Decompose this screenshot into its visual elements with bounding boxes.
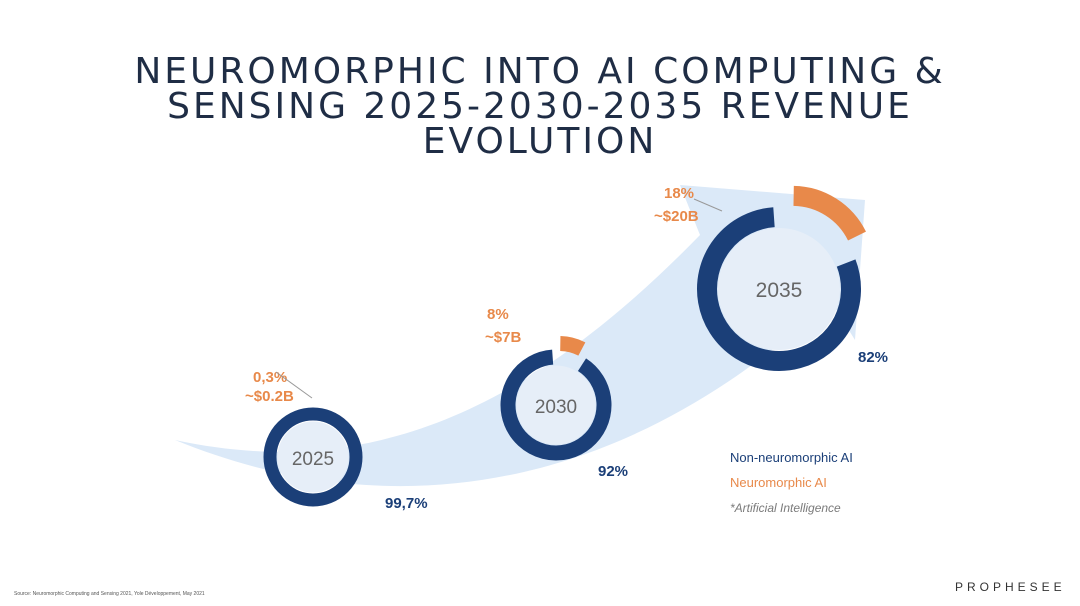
leader-line [693,198,723,212]
neuromorphic-percent-label: 18% [664,185,694,202]
non-neuromorphic-percent-label: 92% [598,463,628,480]
non-neuromorphic-percent-label: 99,7% [385,495,428,512]
donut-year-label: 2035 [756,279,803,302]
neuromorphic-revenue-label: ~$20B [654,208,699,225]
donut-center-fill [516,365,596,445]
neuromorphic-revenue-label: ~$7B [485,329,521,346]
legend-item-non-neuromorphic: Non-neuromorphic AI [730,450,853,465]
neuromorphic-revenue-label: ~$0.2B [245,388,294,405]
donut-year-label: 2025 [292,449,334,470]
neuromorphic-percent-label: 8% [487,306,509,323]
donut-center-fill [718,228,840,350]
donut-neuromorphic-segment [793,185,866,241]
donut-center-fill [277,421,349,493]
donut-neuromorphic-segment [559,335,586,356]
title-line: NEUROMORPHIC INTO AI COMPUTING & [134,51,946,93]
non-neuromorphic-percent-label: 82% [858,349,888,366]
legend-note: *Artificial Intelligence [730,501,841,515]
growth-arrow [175,185,865,487]
donut-non-neuromorphic-segment [500,349,612,461]
donut-non-neuromorphic-segment [263,407,363,507]
title-line: EVOLUTION [422,121,658,163]
leader-line [275,371,313,399]
legend: Non-neuromorphic AI Neuromorphic AI *Art… [730,448,853,523]
donut-year-label: 2030 [535,397,577,418]
donut-non-neuromorphic-segment [697,207,861,371]
source-note: Source: Neuromorphic Computing and Sensi… [14,591,205,597]
title-line: SENSING 2025-2030-2035 REVENUE [167,86,913,128]
brand-logo: PROPHESEE [955,580,1066,594]
neuromorphic-percent-label: 0,3% [253,369,287,386]
legend-item-neuromorphic: Neuromorphic AI [730,475,827,490]
page-title: NEUROMORPHIC INTO AI COMPUTING & SENSING… [0,51,1080,163]
